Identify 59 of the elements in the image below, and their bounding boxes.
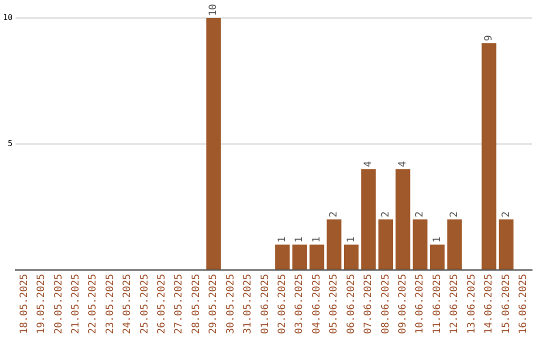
data-label: 2 (449, 211, 460, 218)
x-tick-label: 11.06.2025 (432, 274, 443, 334)
x-tick-label: 27.05.2025 (174, 274, 185, 334)
x-tick-label: 23.05.2025 (104, 274, 116, 334)
data-label: 1 (432, 236, 443, 243)
bar (206, 18, 221, 270)
bar (310, 244, 324, 270)
x-tick-label: 16.06.2025 (518, 274, 529, 334)
bar (482, 43, 496, 270)
x-tick-label: 31.05.2025 (242, 274, 254, 334)
x-tick-label: 14.06.2025 (484, 274, 495, 334)
data-label: 2 (414, 211, 426, 218)
x-tick-label: 08.06.2025 (380, 274, 392, 334)
x-tick-label: 26.05.2025 (156, 274, 168, 334)
x-tick-label: 10.06.2025 (414, 274, 426, 334)
data-label: 1 (294, 236, 306, 243)
x-tick-label: 30.05.2025 (225, 274, 236, 334)
x-tick-label: 18.05.2025 (18, 274, 30, 334)
x-tick-label: 12.06.2025 (449, 274, 460, 334)
x-tick-label: 02.06.2025 (277, 274, 288, 334)
x-tick-label: 22.05.2025 (88, 274, 99, 334)
data-label: 2 (328, 211, 340, 218)
x-tick-label: 06.06.2025 (346, 274, 357, 334)
data-label: 4 (363, 161, 374, 168)
data-label: 2 (500, 211, 512, 218)
bar (498, 219, 514, 270)
x-tick-label: 03.06.2025 (294, 274, 306, 334)
x-tick-label: 07.06.2025 (363, 274, 374, 334)
bar (378, 219, 394, 270)
x-tick-label: 15.06.2025 (500, 274, 512, 334)
bar (430, 244, 445, 270)
data-label: 2 (380, 211, 392, 218)
bar (361, 169, 376, 270)
data-label: 4 (398, 161, 408, 168)
bar (275, 244, 290, 270)
bar (396, 169, 410, 270)
x-tick-label: 28.05.2025 (190, 274, 202, 334)
x-tick-label: 01.06.2025 (260, 274, 271, 334)
bar (292, 244, 307, 270)
y-tick-label: 5 (8, 138, 13, 148)
bar (344, 244, 359, 270)
data-label: 9 (484, 35, 495, 42)
x-tick-label: 19.05.2025 (36, 274, 48, 334)
data-label: 1 (277, 236, 288, 243)
bar (326, 219, 342, 270)
x-tick-label: 05.06.2025 (328, 274, 340, 334)
x-tick-label: 29.05.2025 (208, 274, 220, 334)
x-tick-label: 04.06.2025 (311, 274, 322, 334)
x-tick-label: 25.05.2025 (139, 274, 150, 334)
data-label: 1 (311, 236, 322, 243)
x-tick-label: 20.05.2025 (53, 274, 64, 334)
x-tick-label: 21.05.2025 (70, 274, 82, 334)
x-tick-label: 13.06.2025 (466, 274, 478, 334)
data-label: 10 (208, 4, 220, 16)
bar (447, 219, 462, 270)
x-tick-label: 09.06.2025 (398, 274, 408, 334)
data-label: 1 (346, 236, 357, 243)
bar (412, 219, 428, 270)
x-tick-label: 24.05.2025 (122, 274, 134, 334)
